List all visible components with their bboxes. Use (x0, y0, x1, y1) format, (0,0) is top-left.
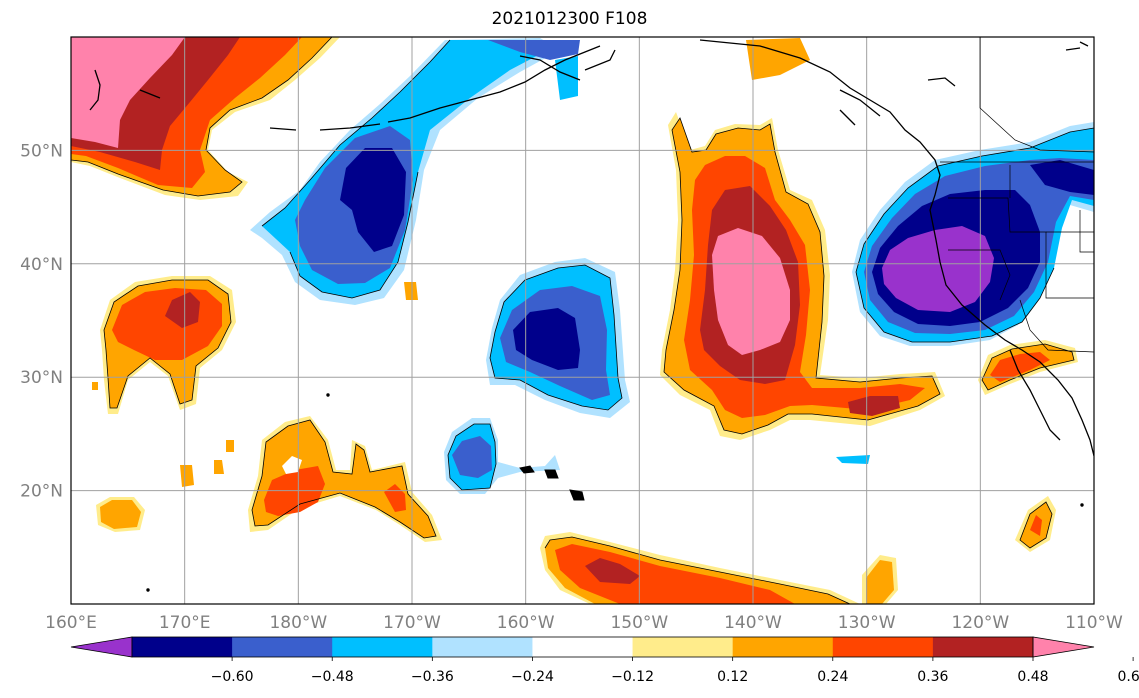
colorbar-extend-low (70, 636, 133, 658)
colorbar-label: 0.36 (917, 669, 948, 685)
colorbar-extend-high (1032, 636, 1095, 658)
y-tick-label: 50°N (20, 141, 63, 161)
x-tick-label: 180°W (269, 613, 327, 633)
x-tick-label: 160°E (45, 613, 97, 633)
negative-anomaly-subtropical-low (486, 258, 630, 418)
colorbar-segment (532, 637, 634, 657)
colorbar-segment (432, 637, 533, 657)
colorbar-label: 0.24 (817, 669, 848, 685)
x-tick-label: 160°W (497, 613, 555, 633)
colorbar-segment (932, 637, 1034, 657)
colorbar: −0.60 −0.48 −0.36 −0.24 −0.12 0.12 0.24 0.36 0.4… (70, 636, 1139, 685)
state-borders (940, 37, 1094, 353)
negative-anomaly-west-us (852, 122, 1094, 346)
map-title: 2021012300 F108 (491, 9, 648, 29)
y-tick-label: 30°N (20, 368, 63, 388)
colorbar-label: 0.12 (717, 669, 748, 685)
colorbar-label: −0.24 (511, 669, 554, 685)
colorbar-label: 0.60 (1118, 669, 1139, 685)
colorbar-label: −0.12 (611, 669, 654, 685)
field-layer (71, 37, 1094, 604)
map-frame (70, 36, 1095, 605)
colorbar-frame (131, 636, 1034, 658)
positive-anomaly-northeast-pacific-ridge (660, 112, 945, 440)
colorbar-segment (732, 637, 834, 657)
colorbar-label: −0.48 (311, 669, 354, 685)
coastlines (89, 39, 1094, 457)
colorbar-segment (832, 637, 934, 657)
x-tick-label: 170°E (159, 613, 211, 633)
x-axis-ticks: 160°E 170°E 180°W 170°W 160°W 150°W 140°W 130°W… (45, 613, 1123, 633)
islands (146, 393, 1084, 592)
x-tick-label: 150°W (610, 613, 668, 633)
negative-anomaly-north-pacific-trough (250, 38, 580, 305)
zero-contours (71, 37, 1094, 604)
colorbar-segment (632, 637, 734, 657)
colorbar-label: 0.48 (1017, 669, 1048, 685)
colorbar-label: −0.36 (411, 669, 454, 685)
colorbar-segment (132, 637, 233, 657)
x-tick-label: 130°W (838, 613, 896, 633)
x-tick-label: 110°W (1065, 613, 1123, 633)
negative-anomaly-hawaii (444, 56, 870, 494)
colorbar-segment (232, 637, 333, 657)
colorbar-label: −0.60 (211, 669, 254, 685)
y-tick-label: 20°N (20, 482, 63, 502)
colorbar-segment (332, 637, 433, 657)
x-tick-label: 170°W (383, 613, 441, 633)
x-tick-label: 120°W (951, 613, 1009, 633)
y-axis-ticks: 20°N 30°N 40°N 50°N (20, 141, 63, 501)
y-tick-label: 40°N (20, 255, 63, 275)
positive-anomaly-west-subtropical (92, 276, 418, 532)
x-tick-label: 140°W (724, 613, 782, 633)
